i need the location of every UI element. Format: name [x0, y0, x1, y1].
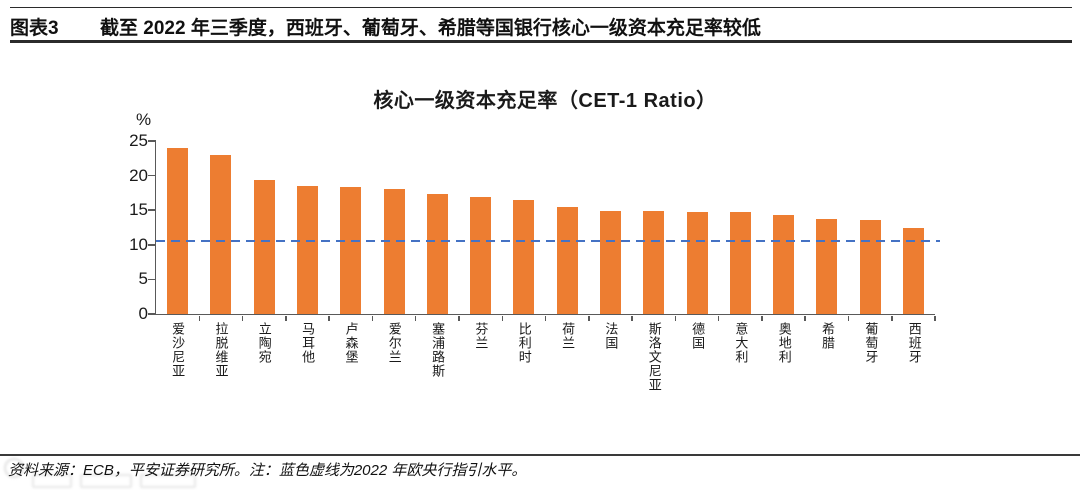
y-tick-label: 20 [129, 165, 148, 185]
bar [383, 189, 405, 314]
bar-slot [156, 142, 201, 321]
x-category-label: 德国 [690, 322, 706, 350]
x-category-label: 比利时 [516, 322, 532, 364]
bar [599, 210, 621, 314]
bar-slot [416, 142, 460, 321]
x-tick-mark [198, 315, 201, 321]
x-tick-mark [414, 315, 417, 321]
bar [859, 219, 881, 314]
x-tick-mark [631, 315, 633, 321]
bar [426, 194, 448, 314]
chart-title: 核心一级资本充足率（CET-1 Ratio） [373, 90, 717, 112]
bar-slot [199, 142, 244, 321]
bar-slot [286, 142, 330, 321]
bar [643, 210, 665, 314]
y-tick-mark [148, 209, 156, 211]
bar-slot [459, 142, 503, 321]
x-category-label: 西班牙 [906, 322, 922, 364]
bar [340, 187, 362, 314]
bar [513, 199, 535, 314]
bar [816, 218, 838, 314]
x-tick-mark [588, 315, 590, 321]
x-tick-mark [501, 315, 503, 321]
y-tick-label: 10 [129, 234, 148, 254]
bar [686, 211, 708, 314]
x-category-label: 斯洛文尼亚 [646, 322, 662, 392]
bar [253, 180, 275, 314]
x-tick-mark [761, 315, 763, 321]
header-bottom-rule [10, 40, 1072, 43]
x-tick-mark [934, 315, 936, 321]
x-category-label: 葡萄牙 [863, 322, 879, 364]
bar-slot [589, 142, 633, 321]
bar-slot [675, 142, 720, 321]
x-category-label: 希腊 [820, 322, 836, 350]
x-tick-mark [371, 315, 374, 321]
y-tick-label: 25 [129, 131, 148, 150]
x-category-label: 爱沙尼亚 [170, 322, 186, 378]
bar [556, 207, 578, 314]
y-tick-label: 0 [138, 304, 148, 323]
source-note: 资料来源：ECB，平安证券研究所。注：蓝色虚线为2022 年欧央行指引水平。 [8, 462, 527, 479]
bar-slot [546, 142, 590, 321]
bar-slot [892, 142, 936, 321]
y-tick-mark [148, 174, 156, 177]
bar-slot [502, 142, 547, 321]
footer-rule [0, 454, 1080, 456]
x-category-label: 塞浦路斯 [430, 322, 446, 378]
plot-area: 0 5 10 15 20 25 [129, 131, 940, 323]
figure-number-label: 图表3 [10, 18, 59, 39]
x-category-label: 法国 [603, 322, 619, 350]
bar-slot [243, 142, 287, 321]
bar [773, 215, 795, 314]
y-axis-unit-label: % [136, 110, 152, 129]
bar-slot [719, 142, 763, 321]
bar [167, 147, 189, 314]
bar [210, 154, 232, 314]
x-category-label: 荷兰 [560, 322, 576, 350]
x-tick-mark [717, 315, 720, 321]
bars-row [156, 142, 936, 321]
x-tick-mark [804, 315, 806, 321]
bar [296, 185, 318, 314]
x-tick-mark [544, 315, 547, 321]
bar-slot [805, 142, 850, 321]
x-category-label: 卢森堡 [343, 322, 359, 364]
x-category-label: 奥地利 [776, 322, 792, 364]
x-tick-mark [285, 315, 287, 321]
bar-slot [632, 142, 677, 321]
x-tick-mark [458, 315, 460, 321]
bar [729, 212, 751, 314]
bar-slot [329, 142, 374, 321]
x-tick-mark [328, 315, 330, 321]
header-top-rule [10, 7, 1072, 8]
x-tick-mark [674, 315, 677, 321]
x-tick-mark [891, 315, 893, 321]
y-tick-mark [148, 313, 156, 315]
x-category-label: 芬兰 [473, 322, 489, 350]
x-axis-labels: 爱沙尼亚 拉脱维亚 立陶宛 马耳他 卢森堡 爱尔兰 塞浦路斯 芬兰 比利时 荷兰 法国 斯洛文尼亚 德国… [155, 322, 935, 392]
ecb-guidance-reference-line [156, 239, 940, 243]
bar [470, 197, 492, 314]
x-tick-mark [847, 315, 850, 321]
x-category-label: 拉脱维亚 [213, 322, 229, 378]
figure-title: 截至 2022 年三季度，西班牙、葡萄牙、希腊等国银行核心一级资本充足率较低 [100, 18, 761, 39]
x-category-label: 爱尔兰 [386, 322, 402, 364]
x-category-label: 马耳他 [300, 322, 316, 364]
x-category-label: 意大利 [733, 322, 749, 364]
x-category-label: 立陶宛 [256, 322, 272, 364]
x-tick-mark [241, 315, 244, 321]
y-tick-label: 5 [138, 269, 148, 289]
y-tick-mark [148, 278, 156, 281]
figure-header: 图表3 截至 2022 年三季度，西班牙、葡萄牙、希腊等国银行核心一级资本充足率… [10, 13, 1072, 39]
bar-slot [372, 142, 417, 321]
bar-slot [762, 142, 806, 321]
y-tick-mark [148, 140, 156, 142]
y-tick-mark [148, 244, 156, 246]
bar-slot [849, 142, 893, 321]
y-tick-label: 15 [129, 200, 148, 220]
bar [902, 228, 924, 314]
